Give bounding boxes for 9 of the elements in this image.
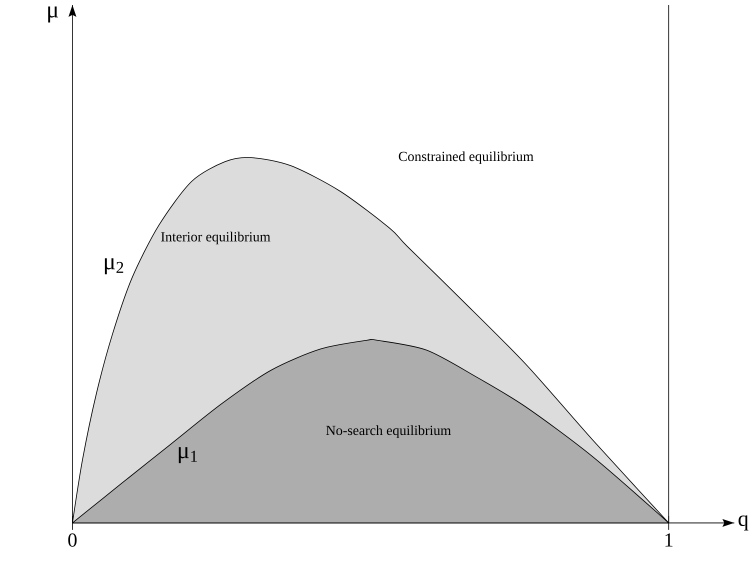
annotation: Constrained equilibrium [398,151,534,164]
text: μ [48,6,58,22]
x-tick-label: 1 [665,533,672,546]
annotation: Interior equilibrium [161,231,270,244]
series-label: μ$_{2}$ [104,258,124,274]
series-label: μ$_{1}$ [178,446,198,463]
x-axis-title: q [738,515,748,530]
annotation: No-search equilibrium [326,425,451,438]
x-tick-label: 0 [68,533,77,547]
